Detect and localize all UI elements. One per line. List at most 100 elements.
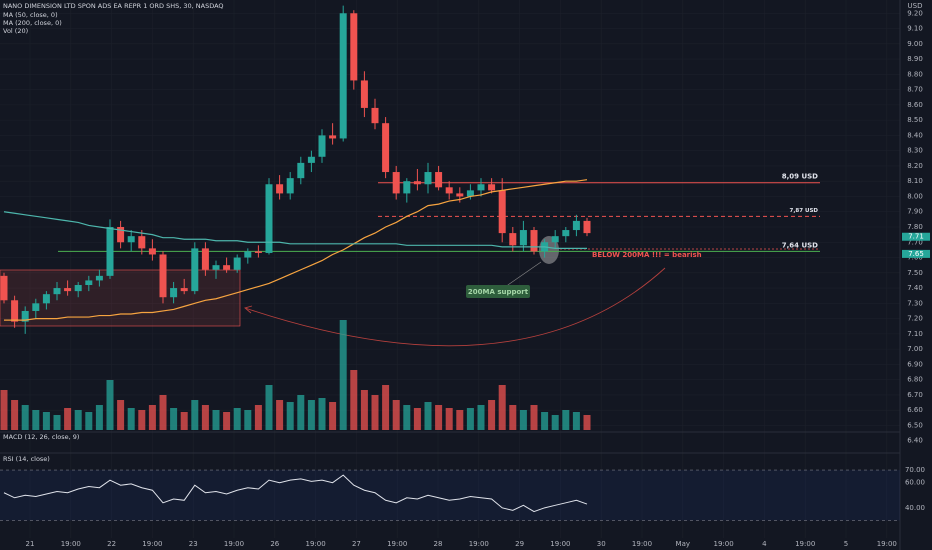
price-tag-label: 7.71 <box>908 233 924 241</box>
candle-body <box>0 275 8 301</box>
candle-body <box>297 162 305 179</box>
candle-body <box>21 310 29 322</box>
candle-body <box>424 172 432 185</box>
y-tick-label: 8.30 <box>907 147 923 155</box>
y-tick-label: 8.70 <box>907 86 923 94</box>
candle-body <box>191 248 199 292</box>
volume-bar <box>0 390 8 430</box>
volume-bar <box>159 395 167 430</box>
y-tick-label: 8.60 <box>907 101 923 109</box>
rsi-tick-label: 40.00 <box>905 504 925 512</box>
candle-body <box>445 187 453 194</box>
volume-bar <box>530 405 538 430</box>
candle-body <box>477 184 485 191</box>
grid <box>0 0 900 538</box>
candle-body <box>53 288 61 295</box>
volume-bar <box>307 400 315 430</box>
candle-body <box>519 230 527 246</box>
volume-bar <box>117 400 125 430</box>
candle-body <box>170 288 178 298</box>
arrow-head <box>244 305 253 314</box>
candle-body <box>276 184 284 194</box>
y-tick-label: 6.70 <box>907 391 923 399</box>
candle-body <box>413 181 421 185</box>
candle-body <box>233 257 241 270</box>
volume-bar <box>233 408 241 430</box>
x-tick-label: 19:00 <box>469 540 489 548</box>
volume-bar <box>106 380 114 430</box>
candle-body <box>572 220 580 231</box>
candle-body <box>42 294 50 304</box>
curved-arrow <box>244 267 666 347</box>
y-tick-label: 7.50 <box>907 269 923 277</box>
x-tick-label: 19:00 <box>61 540 81 548</box>
x-tick-label: 19:00 <box>795 540 815 548</box>
candle-body <box>244 251 252 258</box>
price-tag <box>902 232 930 241</box>
rsi-tick-label: 70.00 <box>905 466 925 474</box>
y-tick-label: 8.90 <box>907 55 923 63</box>
y-tick-label: 7.20 <box>907 315 923 323</box>
candle-body <box>254 251 262 253</box>
x-tick-label: 26 <box>270 540 279 548</box>
volume-bar <box>191 400 199 430</box>
candle-body <box>64 288 72 292</box>
volume-bar <box>148 405 156 430</box>
x-tick-label: 19:00 <box>877 540 897 548</box>
volume-bar <box>180 412 188 430</box>
candle-body <box>318 135 326 157</box>
candle-body <box>498 190 506 234</box>
volume-bar <box>201 405 209 430</box>
volume-bar <box>371 395 379 430</box>
x-tick-label: 30 <box>597 540 606 548</box>
x-tick-label: 19:00 <box>550 540 570 548</box>
volume-bar <box>382 385 390 430</box>
candle-body <box>265 184 273 253</box>
y-tick-label: 9.00 <box>907 40 923 48</box>
range-box <box>0 269 241 327</box>
candle-body <box>138 236 146 249</box>
x-tick-label: 27 <box>352 540 361 548</box>
rsi-tick-label: 60.00 <box>905 479 925 487</box>
volume-bar <box>498 385 506 430</box>
candle-body <box>85 280 93 286</box>
macd-label: MACD (12, 26, close, 9) <box>3 433 79 441</box>
volume-bar <box>350 370 358 430</box>
y-tick-label: 6.60 <box>907 406 923 414</box>
candle-body <box>509 233 517 246</box>
candle-body <box>286 178 294 194</box>
volume-bar <box>212 410 220 430</box>
candle-body <box>530 230 538 252</box>
candle-body <box>32 303 40 311</box>
volume-bar <box>488 400 496 430</box>
legend-ma200: MA (200, close, 0) <box>3 19 62 27</box>
volume-bar <box>413 408 421 430</box>
volume-bar <box>297 395 305 430</box>
legend-ma50: MA (50, close, 0) <box>3 11 58 19</box>
moving-average <box>3 211 587 249</box>
y-tick-label: 6.80 <box>907 376 923 384</box>
volume-bar <box>435 405 443 430</box>
legend-volume: Vol (20) <box>3 27 28 35</box>
x-tick-label: 19:00 <box>306 540 326 548</box>
y-tick-label: 8.50 <box>907 116 923 124</box>
y-tick-label: 8.20 <box>907 162 923 170</box>
x-tick-label: 19:00 <box>224 540 244 548</box>
x-tick-label: 5 <box>844 540 848 548</box>
volume-bar <box>53 415 61 430</box>
x-tick-label: 19:00 <box>714 540 734 548</box>
volume-bar <box>138 410 146 430</box>
volume-bar <box>329 402 337 430</box>
y-tick-label: 9.20 <box>907 9 923 17</box>
y-tick-label: 8.00 <box>907 192 923 200</box>
y-tick-label: 6.90 <box>907 360 923 368</box>
candle-body <box>223 265 231 270</box>
volume-bar <box>64 408 72 430</box>
volume-bar <box>509 405 517 430</box>
y-tick-label: 8.40 <box>907 131 923 139</box>
candle-body <box>148 248 156 255</box>
volume-bar <box>445 408 453 430</box>
volume-bar <box>392 400 400 430</box>
volume-bar <box>95 405 103 430</box>
